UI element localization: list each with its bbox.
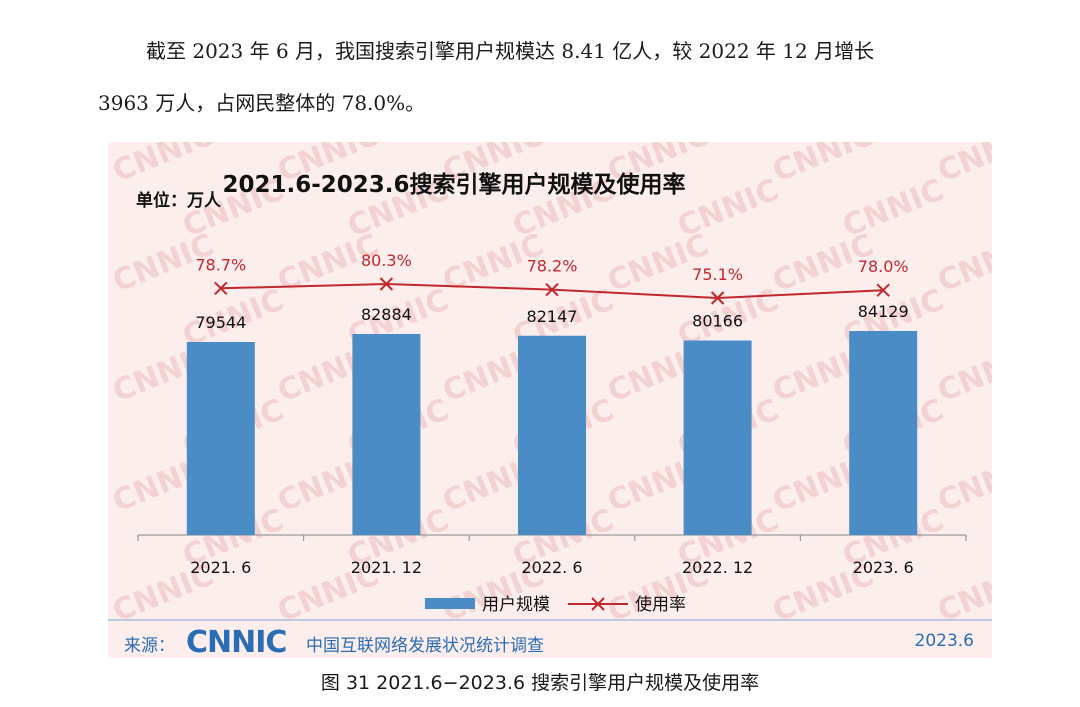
rate-value-label-1: 80.3% xyxy=(361,251,412,270)
watermark-15: CNNIC xyxy=(603,227,714,299)
rate-marker-4 xyxy=(876,283,890,297)
source-bar: 来源： CNNIC 中国互联网络发展状况统计调查 2023.6 xyxy=(108,624,992,660)
rate-marker-0 xyxy=(214,281,228,296)
unit-label: 单位：万人 xyxy=(136,190,222,211)
bar-2 xyxy=(518,335,586,535)
legend-label-rate: 使用率 xyxy=(635,594,686,615)
bar-4 xyxy=(849,331,918,535)
bar-0 xyxy=(186,342,255,535)
category-label-3: 2022. 12 xyxy=(682,558,753,577)
rate-value-label-4: 78.0% xyxy=(858,257,909,276)
category-label-2: 2022. 6 xyxy=(521,558,582,577)
bar-3 xyxy=(683,340,752,535)
watermark-53: CNNIC xyxy=(933,557,992,629)
rate-marker-1 xyxy=(379,277,394,291)
bar-value-label-2: 82147 xyxy=(527,307,578,326)
rate-value-label-3: 75.1% xyxy=(692,265,743,284)
legend-label-users: 用户规模 xyxy=(482,595,550,615)
rate-marker-3 xyxy=(710,291,725,305)
legend-marker-rate xyxy=(591,597,605,611)
bar-value-label-0: 79544 xyxy=(195,313,246,332)
legend-swatch-users xyxy=(425,598,475,609)
bar-value-label-3: 80166 xyxy=(692,312,743,331)
bar-value-label-1: 82884 xyxy=(361,305,412,324)
watermark-0: CNNIC xyxy=(108,142,219,189)
watermark-4: CNNIC xyxy=(768,142,879,189)
category-label-4: 2023. 6 xyxy=(853,558,914,577)
watermark-41: CNNIC xyxy=(933,447,992,519)
source-date: 2023.6 xyxy=(914,631,974,651)
paragraph-line-2: 3963 万人，占网民整体的 78.0%。 xyxy=(98,91,426,115)
watermark-5: CNNIC xyxy=(933,142,992,189)
rate-value-label-2: 78.2% xyxy=(527,257,578,276)
rate-value-label-0: 78.7% xyxy=(195,255,246,274)
paragraph-line-1: 截至 2023 年 6 月，我国搜索引擎用户规模达 8.41 亿人，较 2022… xyxy=(146,39,875,63)
category-label-0: 2021. 6 xyxy=(190,558,251,577)
chart-area: CNNIC CNNIC CNNIC CNNIC CNNIC CNNIC CNNIC CNNIC… xyxy=(108,142,992,629)
figure-caption: 图 31 2021.6−2023.6 搜索引擎用户规模及使用率 xyxy=(320,672,760,694)
watermark-17: CNNIC xyxy=(933,227,992,299)
category-label-1: 2021. 12 xyxy=(351,558,422,577)
cnnic-logo: CNNIC xyxy=(186,625,287,660)
source-org: 中国互联网络发展状况统计调查 xyxy=(306,636,544,656)
bar-1 xyxy=(352,333,421,535)
bar-value-label-4: 84129 xyxy=(858,302,909,321)
legend: 用户规模 使用率 xyxy=(425,594,686,615)
rate-marker-2 xyxy=(545,282,559,297)
chart-title: 2021.6-2023.6搜索引擎用户规模及使用率 xyxy=(222,171,685,198)
watermark-29: CNNIC xyxy=(933,337,992,409)
source-label: 来源： xyxy=(124,636,175,656)
